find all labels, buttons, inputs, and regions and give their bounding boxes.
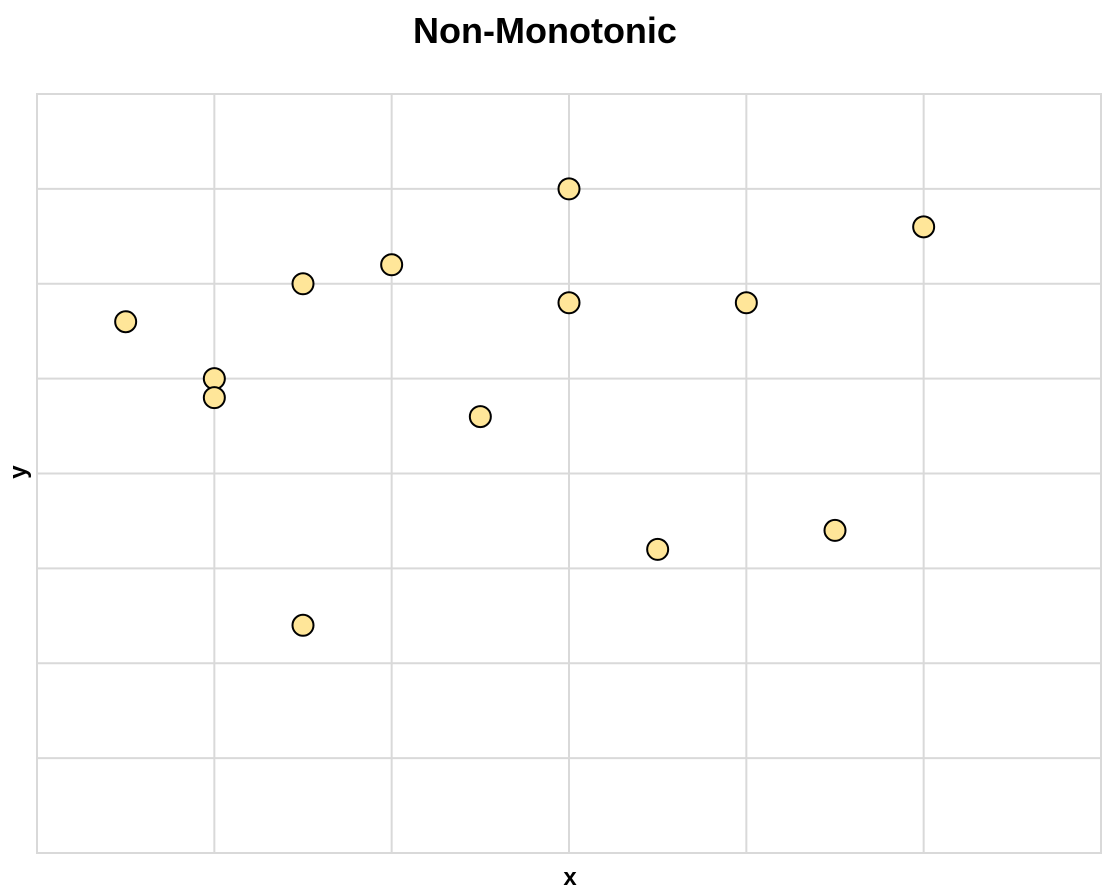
data-point: [557, 177, 581, 201]
data-point: [291, 272, 315, 296]
data-point: [291, 613, 315, 637]
data-points: [114, 177, 936, 637]
data-point: [114, 310, 138, 334]
data-point: [646, 537, 670, 561]
data-point: [912, 215, 936, 239]
chart-title: Non-Monotonic: [413, 10, 677, 51]
grid: [37, 94, 1101, 853]
plot-frame: [36, 93, 1102, 854]
data-point: [734, 291, 758, 315]
data-point: [380, 253, 404, 277]
data-point: [823, 518, 847, 542]
data-point: [468, 405, 492, 429]
y-axis-label: y: [5, 465, 32, 479]
data-point: [202, 386, 226, 410]
data-point: [202, 367, 226, 391]
data-point: [557, 291, 581, 315]
x-axis-label: x: [563, 864, 577, 891]
